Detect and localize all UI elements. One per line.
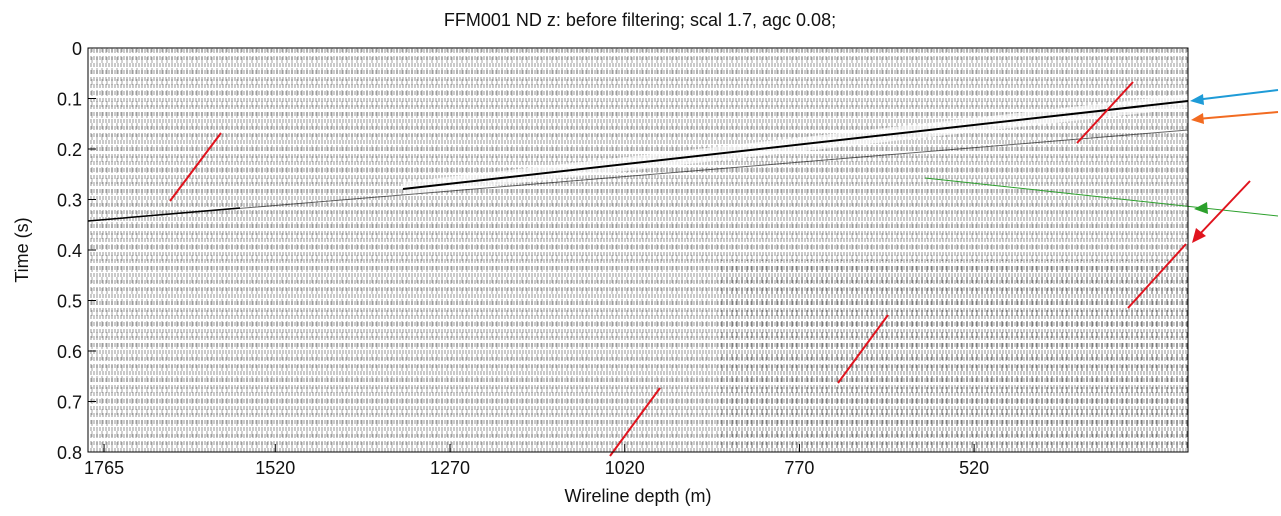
annotations: [169, 81, 1279, 457]
y-tick-label: 0: [72, 39, 82, 59]
red-arrowhead: [1192, 228, 1206, 243]
red-marker: [1127, 243, 1187, 309]
red-marker: [609, 387, 661, 457]
x-axis-label: Wireline depth (m): [564, 486, 711, 506]
x-tick-label: 770: [784, 458, 814, 478]
y-tick-label: 0.7: [57, 393, 82, 413]
green-line: [924, 177, 1279, 217]
x-tick-label: 1765: [84, 458, 124, 478]
red-marker: [1076, 81, 1134, 144]
red-arrow: [1197, 180, 1251, 237]
x-tick-label: 1020: [605, 458, 645, 478]
seismic-section: [87, 48, 1189, 452]
y-tick-label: 0.6: [57, 342, 82, 362]
y-tick-label: 0.3: [57, 191, 82, 211]
y-tick-label: 0.2: [57, 140, 82, 160]
y-tick-label: 0.4: [57, 241, 82, 261]
x-tick-label: 520: [959, 458, 989, 478]
blue-arrow: [1194, 89, 1279, 101]
y-tick-label: 0.5: [57, 292, 82, 312]
orange-arrowhead: [1191, 113, 1204, 124]
y-tick-label: 0.8: [57, 443, 82, 463]
green-arrowhead: [1194, 202, 1208, 214]
y-tick-label: 0.1: [57, 90, 82, 110]
y-axis-label: Time (s): [12, 217, 32, 282]
blue-arrowhead: [1190, 94, 1204, 105]
orange-arrow: [1196, 111, 1279, 120]
chart-title: FFM001 ND z: before filtering; scal 1.7,…: [444, 10, 836, 30]
x-tick-label: 1520: [255, 458, 295, 478]
red-marker: [169, 132, 222, 202]
x-tick-label: 1270: [430, 458, 470, 478]
red-marker: [837, 314, 889, 384]
